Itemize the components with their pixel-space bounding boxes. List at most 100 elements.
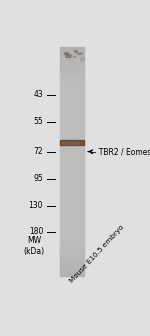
Text: ← TBR2 / Eomes: ← TBR2 / Eomes [90,147,150,156]
Bar [64,52,68,54]
Text: MW
(kDa): MW (kDa) [23,236,44,256]
Bar [73,55,75,57]
Bar [60,70,84,73]
Bar [60,55,84,57]
Bar [60,260,84,262]
Bar [74,50,77,52]
Bar [60,85,84,88]
Bar [60,264,84,266]
Bar [80,57,84,60]
Bar [60,136,84,139]
Bar [60,93,84,95]
Bar [60,66,84,69]
Bar [60,241,84,244]
Bar [60,47,84,50]
Bar [65,54,71,57]
Text: 95: 95 [33,174,43,183]
Bar [60,106,84,109]
Bar [60,220,84,223]
Bar [60,232,84,234]
Bar [60,51,84,54]
Bar [60,216,84,219]
Bar [60,100,84,103]
Bar [60,243,84,245]
Bar [60,197,84,200]
Bar [60,108,84,111]
Bar [60,226,84,228]
Bar [60,254,84,257]
Bar [60,209,84,211]
Bar [60,248,84,251]
Bar [60,60,84,63]
Bar [60,250,84,253]
Bar [60,135,84,137]
Bar [66,55,70,57]
Bar [60,267,84,270]
Bar [60,72,84,75]
Bar [60,262,84,264]
Bar [60,131,84,133]
Bar [60,269,84,272]
Bar [60,237,84,240]
Bar [60,186,84,188]
Bar [60,214,84,217]
Bar [60,194,84,196]
Bar [60,235,84,238]
Bar [60,169,84,171]
Bar [60,140,84,143]
Bar [60,167,84,169]
Bar [60,138,84,141]
Bar [60,129,84,132]
Bar [60,116,84,118]
Bar [60,89,84,92]
Bar [60,97,84,99]
Bar [60,218,84,221]
Bar [60,256,84,259]
Bar [60,80,84,82]
Bar [60,222,84,224]
Bar [60,229,84,232]
Bar [60,182,84,185]
Bar [60,148,84,151]
Bar [60,178,84,181]
Bar [60,199,84,202]
Bar [60,83,84,86]
Bar [60,112,84,115]
Text: 130: 130 [29,201,43,210]
Bar [60,133,84,135]
Bar [60,144,84,147]
Bar [60,65,84,67]
Bar [60,104,84,107]
Bar [60,121,84,124]
Bar [60,188,84,191]
Bar [60,192,84,194]
Bar [60,119,84,122]
Bar [60,184,84,186]
Bar [60,271,84,274]
Bar [60,203,84,206]
Bar [60,163,84,166]
Bar [60,161,84,164]
Bar [60,212,84,215]
Bar [60,227,84,230]
Text: Mouse E10.5 embryo: Mouse E10.5 embryo [69,223,126,284]
Bar [60,174,84,177]
Bar [60,118,84,120]
Text: 180: 180 [29,227,43,236]
Bar [60,233,84,236]
Bar [60,252,84,255]
Bar [60,59,84,61]
Bar [60,157,84,160]
Bar [60,239,84,242]
Bar [60,156,84,158]
Bar [60,180,84,183]
Bar [60,159,84,162]
Bar [60,165,84,168]
Bar [60,81,84,84]
Bar [60,49,84,52]
Bar [60,210,84,213]
Text: 55: 55 [33,117,43,126]
Bar [76,53,80,54]
Bar [60,53,84,56]
Bar [60,140,84,145]
